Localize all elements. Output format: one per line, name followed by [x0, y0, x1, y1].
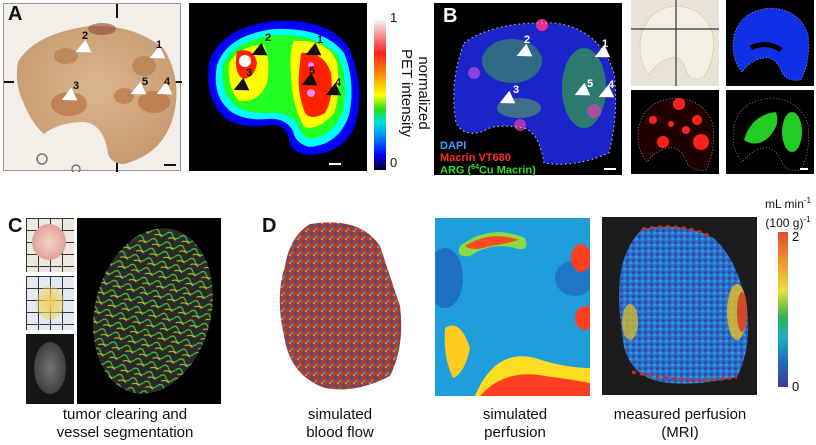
unit-line2-text: (100 g) — [765, 216, 804, 230]
arrow-label: 1 — [602, 38, 609, 50]
arrow-label: 2 — [265, 32, 272, 44]
legend-arg-prefix: ARG ( — [440, 164, 472, 177]
arrow-label: 4 — [335, 77, 342, 89]
caption-mri-line1: measured perfusion — [613, 406, 747, 423]
pet-colorbar — [374, 20, 386, 170]
measured-perfusion-mri-image — [602, 217, 757, 395]
grid-line — [172, 81, 182, 83]
unit-line1: mL min-1 — [760, 193, 816, 212]
panel-b-composite: 2 1 3 5 4 DAPI Macrin VT680 ARG (64Cu Ma… — [434, 3, 622, 177]
grid-line — [116, 4, 118, 18]
caption-mri-line2: (MRI) — [661, 424, 699, 441]
arrow-label: 5 — [309, 65, 316, 77]
panel-label-d: D — [262, 215, 277, 237]
caption-c: tumor clearing and vessel segmentation — [20, 406, 230, 442]
caption-blood-flow-line1: simulated — [307, 406, 373, 423]
pet-colorbar-max: 1 — [390, 10, 398, 25]
grid-line — [4, 81, 14, 83]
scale-bar — [800, 168, 808, 170]
arrow-label: 3 — [246, 67, 253, 79]
panel-label-a: A — [8, 3, 23, 25]
fluorescence-composite — [453, 19, 617, 165]
simulated-blood-flow-image — [270, 216, 410, 396]
arrow-label: 2 — [82, 30, 89, 42]
perfusion-colorbar — [778, 232, 788, 387]
perfusion-colorbar-min: 0 — [792, 379, 800, 394]
pet-colorbar-title-line2: PET intensity — [398, 48, 415, 138]
arrow-label: 3 — [513, 84, 520, 96]
legend-arg: ARG (64Cu Macrin) — [440, 164, 536, 177]
panel-a-pet-image: 2 3 1 5 4 — [189, 3, 367, 171]
arrow-label: 3 — [73, 80, 80, 92]
thumbnail-brightfield — [631, 0, 719, 86]
caption-perfusion: simulated perfusion — [470, 406, 560, 442]
pet-colorbar-title: normalized PET intensity — [392, 18, 432, 168]
thumbnail-arg — [726, 90, 814, 174]
thumbnail-dapi — [726, 0, 814, 86]
arrow-label: 4 — [164, 76, 171, 88]
perfusion-colorbar-unit: mL min-1 (100 g)-1 — [760, 193, 816, 231]
arrow-label: 2 — [524, 34, 531, 46]
unit-line1-text: mL min — [764, 197, 804, 211]
pet-colorbar-title-line1: normalized — [415, 56, 432, 130]
arrow-label: 1 — [156, 39, 163, 51]
arrow-label: 4 — [608, 79, 615, 91]
caption-c-line2: vessel segmentation — [56, 424, 194, 441]
perfusion-colorbar-max: 2 — [792, 229, 800, 244]
mri-perfusion-map — [619, 225, 749, 384]
unit-line2-sup: -1 — [803, 215, 811, 224]
thumbnail-macrin — [631, 90, 719, 174]
arrow-label: 1 — [317, 34, 324, 46]
dapi-image — [732, 7, 809, 81]
scale-bar — [329, 163, 341, 165]
macrin-image — [637, 97, 714, 171]
caption-blood-flow: simulated blood flow — [280, 406, 400, 442]
scale-bar — [604, 168, 616, 170]
arrow-label: 5 — [587, 78, 594, 90]
thumbnail-grayscale-scan — [26, 334, 74, 404]
caption-mri: measured perfusion (MRI) — [595, 406, 765, 442]
unit-line1-sup: -1 — [803, 196, 812, 205]
panel-label-b: B — [443, 5, 458, 27]
scale-bar — [164, 164, 176, 166]
legend-dapi: DAPI — [440, 140, 467, 152]
caption-perfusion-line1: simulated — [482, 406, 548, 423]
caption-c-line1: tumor clearing and — [62, 406, 188, 423]
thumbnail-tumor-photo — [26, 218, 74, 272]
tumor-tissue — [32, 224, 66, 260]
pet-heatmap — [208, 20, 360, 156]
panel-label-c: C — [8, 215, 23, 237]
grayscale-tissue — [34, 342, 66, 394]
arg-image — [732, 97, 809, 171]
cleared-tissue — [36, 286, 64, 320]
legend-macrin: Macrin VT680 — [440, 152, 511, 164]
tumor-slice-photo — [16, 23, 177, 172]
unit-line2: (100 g)-1 — [760, 212, 816, 231]
simulated-perfusion-image — [435, 218, 590, 396]
vessel-segmentation-image — [77, 218, 221, 404]
arrow-label: 5 — [142, 76, 149, 88]
brightfield-image — [631, 0, 719, 86]
legend-arg-suffix: Cu Macrin) — [478, 164, 536, 177]
panel-a-photo: 2 1 3 5 4 — [3, 3, 182, 172]
caption-perfusion-line2: perfusion — [484, 424, 546, 441]
thumbnail-cleared-tumor — [26, 276, 74, 330]
blood-flow-network — [279, 222, 402, 390]
vessel-network — [93, 228, 213, 394]
perfusion-map — [435, 218, 590, 396]
caption-blood-flow-line2: blood flow — [306, 424, 374, 441]
pet-colorbar-min: 0 — [390, 155, 398, 170]
legend-arg-isotope: 64 — [471, 164, 479, 171]
grid-line — [116, 154, 118, 172]
